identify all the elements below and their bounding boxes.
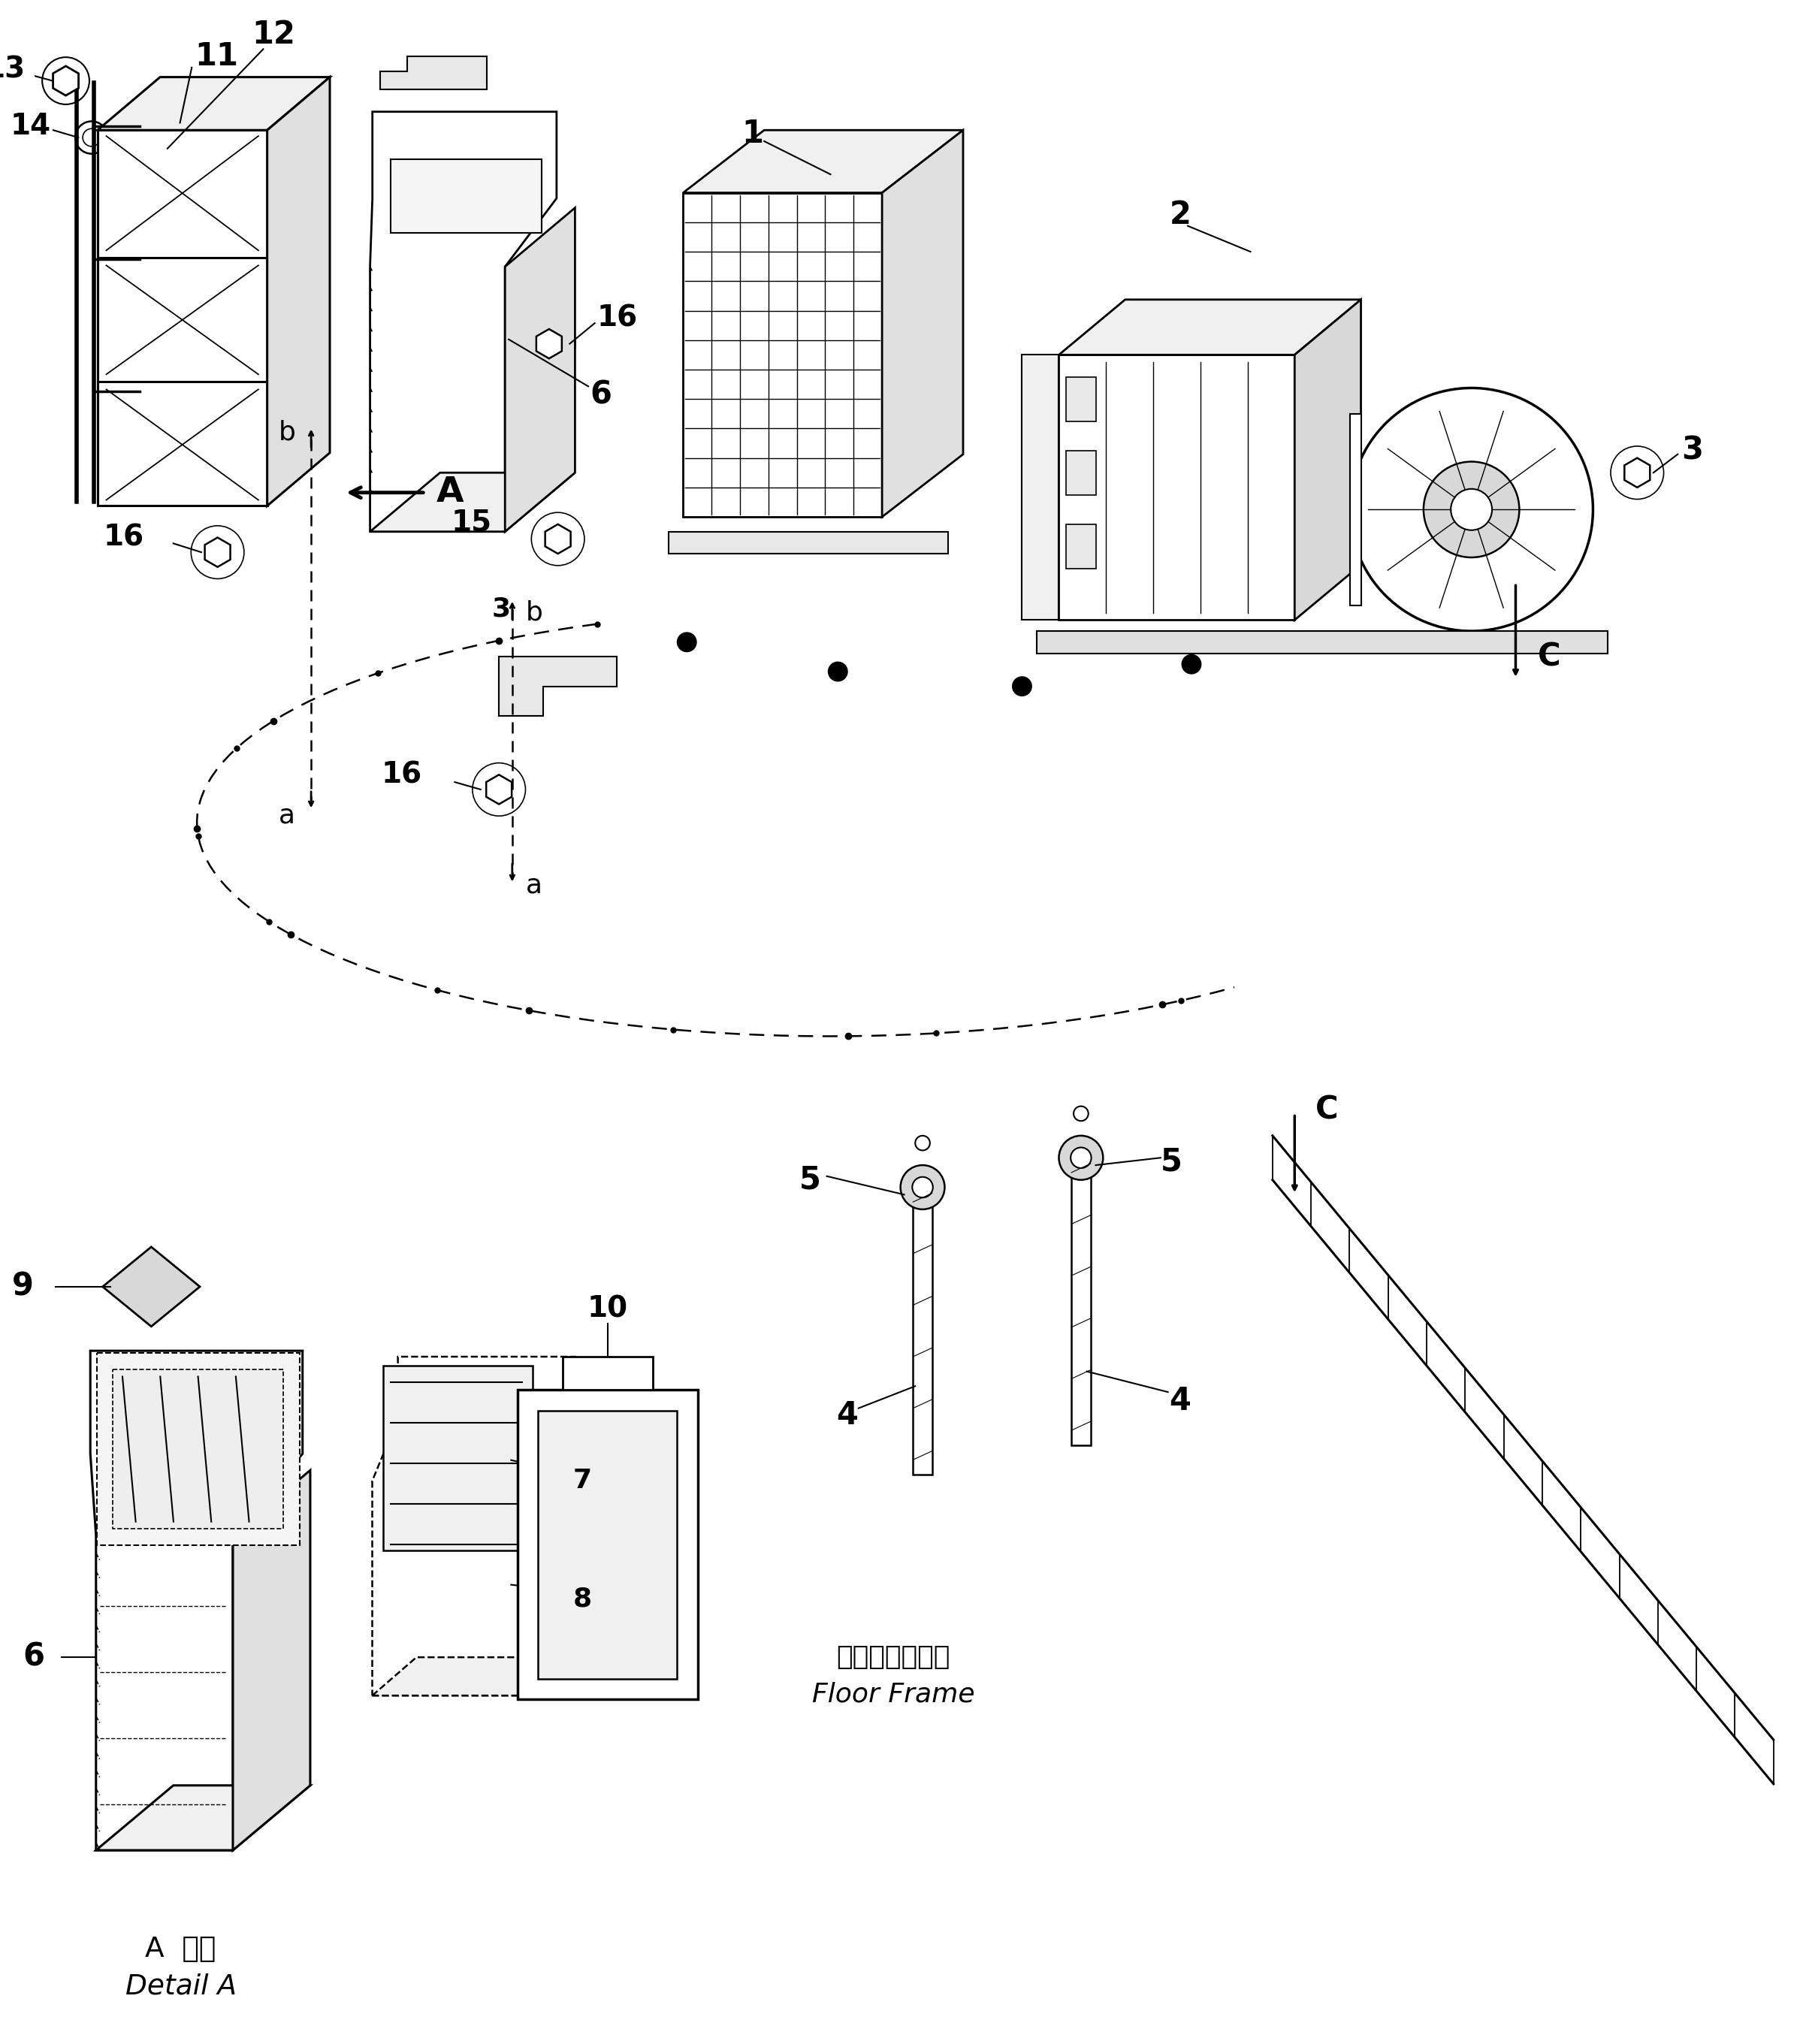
Polygon shape: [380, 57, 486, 90]
Polygon shape: [506, 208, 574, 531]
Polygon shape: [536, 329, 562, 358]
Polygon shape: [1624, 458, 1651, 486]
Circle shape: [1058, 1136, 1103, 1179]
Polygon shape: [232, 1470, 310, 1850]
Text: a: a: [279, 803, 295, 828]
Polygon shape: [668, 531, 949, 554]
Polygon shape: [373, 1357, 576, 1697]
Bar: [913, 1188, 932, 1474]
Circle shape: [1183, 654, 1201, 675]
Polygon shape: [97, 131, 266, 505]
Text: 12: 12: [252, 18, 295, 51]
Text: 10: 10: [587, 1294, 628, 1322]
Bar: [106, 137, 259, 249]
Polygon shape: [383, 1365, 533, 1549]
Circle shape: [76, 121, 108, 153]
Circle shape: [900, 1165, 945, 1210]
Text: 5: 5: [799, 1165, 821, 1196]
Text: 3: 3: [1681, 435, 1703, 466]
Text: 6: 6: [23, 1641, 45, 1672]
Polygon shape: [52, 65, 79, 96]
Text: 16: 16: [103, 523, 144, 552]
Polygon shape: [499, 656, 617, 715]
Circle shape: [83, 129, 101, 147]
Polygon shape: [545, 523, 571, 554]
Polygon shape: [90, 1351, 302, 1850]
Text: 13: 13: [0, 55, 25, 84]
Polygon shape: [97, 1353, 299, 1545]
Circle shape: [1424, 462, 1519, 558]
Polygon shape: [538, 1410, 677, 1678]
Text: C: C: [1316, 1094, 1337, 1126]
Text: 4: 4: [1170, 1386, 1192, 1416]
Polygon shape: [103, 1247, 200, 1327]
Circle shape: [677, 632, 697, 652]
Text: フロアフレーム: フロアフレーム: [837, 1645, 950, 1670]
Polygon shape: [205, 538, 230, 566]
Circle shape: [128, 1263, 175, 1310]
Polygon shape: [1066, 450, 1096, 495]
Text: 11: 11: [194, 41, 238, 72]
Text: A: A: [436, 476, 464, 509]
Text: b: b: [279, 419, 295, 446]
Circle shape: [1451, 489, 1492, 529]
Text: 15: 15: [452, 509, 491, 538]
Polygon shape: [882, 131, 963, 517]
Text: 16: 16: [598, 305, 637, 333]
Text: 2: 2: [1170, 198, 1192, 231]
Polygon shape: [684, 192, 882, 517]
Bar: [106, 266, 259, 374]
Ellipse shape: [790, 296, 864, 413]
Circle shape: [693, 474, 715, 495]
Text: 9: 9: [11, 1271, 34, 1302]
Polygon shape: [517, 1390, 698, 1699]
Polygon shape: [266, 78, 329, 505]
Polygon shape: [371, 112, 556, 531]
Polygon shape: [373, 1658, 571, 1697]
Text: 8: 8: [572, 1586, 592, 1611]
Text: 4: 4: [837, 1400, 859, 1431]
Text: Floor Frame: Floor Frame: [812, 1682, 974, 1707]
Polygon shape: [1022, 356, 1058, 619]
Polygon shape: [1350, 413, 1361, 605]
Polygon shape: [1037, 632, 1607, 654]
Polygon shape: [1066, 376, 1096, 421]
Circle shape: [139, 1273, 164, 1300]
Polygon shape: [1066, 523, 1096, 568]
Text: b: b: [526, 599, 544, 625]
Text: 5: 5: [1161, 1147, 1183, 1177]
Polygon shape: [1058, 300, 1361, 356]
Polygon shape: [563, 1357, 653, 1390]
Bar: [1071, 1157, 1091, 1445]
Text: 7: 7: [572, 1468, 592, 1494]
Bar: [106, 388, 259, 501]
Text: A  詳細: A 詳細: [146, 1936, 216, 1962]
Polygon shape: [684, 131, 963, 192]
Text: 6: 6: [590, 378, 612, 411]
Circle shape: [1350, 388, 1593, 632]
Polygon shape: [1294, 300, 1361, 619]
Text: 3: 3: [491, 597, 511, 621]
Polygon shape: [95, 1784, 310, 1850]
Polygon shape: [1058, 356, 1294, 619]
Text: Detail A: Detail A: [126, 1972, 236, 1999]
Text: 16: 16: [382, 760, 421, 789]
Circle shape: [1012, 677, 1031, 695]
Circle shape: [693, 215, 715, 237]
Polygon shape: [113, 1369, 283, 1529]
Circle shape: [913, 1177, 932, 1198]
Text: 1: 1: [742, 119, 763, 149]
Circle shape: [828, 662, 848, 681]
Text: a: a: [526, 873, 542, 897]
Text: 14: 14: [11, 112, 50, 141]
Text: C: C: [1537, 642, 1561, 672]
Polygon shape: [486, 775, 511, 803]
Polygon shape: [97, 78, 329, 131]
Polygon shape: [391, 159, 542, 233]
Circle shape: [1071, 1147, 1091, 1167]
Polygon shape: [371, 472, 574, 531]
